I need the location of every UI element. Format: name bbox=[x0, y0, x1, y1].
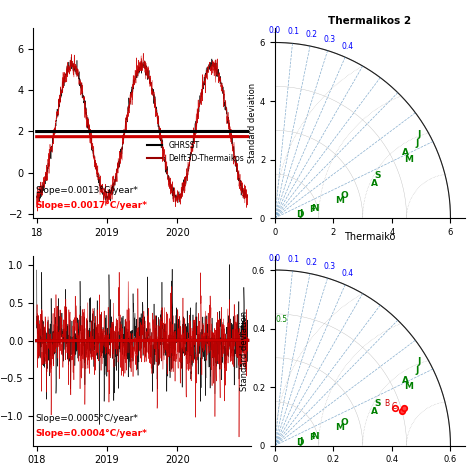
Text: 0.3: 0.3 bbox=[324, 263, 336, 272]
Text: 0.2: 0.2 bbox=[305, 258, 318, 267]
Text: 0.1: 0.1 bbox=[287, 27, 299, 36]
Text: A: A bbox=[402, 148, 410, 157]
Text: 0.0: 0.0 bbox=[269, 254, 281, 263]
Text: D: D bbox=[296, 210, 303, 219]
Text: 0.5: 0.5 bbox=[276, 315, 288, 324]
Text: 0.4: 0.4 bbox=[342, 42, 354, 51]
Y-axis label: Standard deviation: Standard deviation bbox=[248, 83, 257, 164]
Text: J: J bbox=[418, 130, 421, 139]
Text: O: O bbox=[340, 191, 348, 200]
Text: J: J bbox=[299, 437, 302, 446]
Text: J: J bbox=[416, 366, 419, 375]
Text: A: A bbox=[371, 179, 378, 188]
Text: Slope=0.0004°C/year*: Slope=0.0004°C/year* bbox=[36, 429, 147, 438]
Text: B: B bbox=[385, 400, 390, 409]
Text: S: S bbox=[374, 399, 381, 408]
Title: Thermalikos 2: Thermalikos 2 bbox=[328, 16, 411, 26]
Text: A: A bbox=[371, 407, 378, 416]
Text: Thermaiko: Thermaiko bbox=[344, 232, 395, 242]
Text: J: J bbox=[418, 357, 421, 366]
Text: 0.4: 0.4 bbox=[342, 269, 354, 278]
Text: 0.1: 0.1 bbox=[287, 255, 299, 264]
Text: 0.0: 0.0 bbox=[269, 27, 281, 36]
Text: J: J bbox=[416, 138, 419, 147]
Text: M: M bbox=[404, 155, 413, 164]
Text: M: M bbox=[336, 196, 344, 205]
Text: S: S bbox=[374, 171, 381, 180]
Text: N: N bbox=[311, 432, 319, 441]
Text: D: D bbox=[296, 438, 303, 447]
Y-axis label: Standard deviation: Standard deviation bbox=[240, 310, 249, 391]
Text: A: A bbox=[402, 376, 410, 385]
Text: M: M bbox=[404, 382, 413, 391]
Text: M: M bbox=[336, 423, 344, 432]
Text: 0.3: 0.3 bbox=[324, 35, 336, 44]
Text: Slope=0.0013°C/year*: Slope=0.0013°C/year* bbox=[36, 186, 138, 195]
Text: J: J bbox=[299, 209, 302, 218]
Text: Slope=0.0017°C/year*: Slope=0.0017°C/year* bbox=[36, 201, 147, 210]
Text: F: F bbox=[309, 433, 315, 442]
Text: O: O bbox=[340, 418, 348, 427]
Text: C: C bbox=[392, 402, 397, 411]
Text: N: N bbox=[311, 204, 319, 213]
Text: Slope=0.0005°C/year*: Slope=0.0005°C/year* bbox=[36, 414, 138, 423]
Text: 0.2: 0.2 bbox=[305, 30, 318, 39]
Legend: GHRSST, Delft3D-Thermaikos: GHRSST, Delft3D-Thermaikos bbox=[144, 138, 247, 165]
Text: F: F bbox=[309, 205, 315, 214]
